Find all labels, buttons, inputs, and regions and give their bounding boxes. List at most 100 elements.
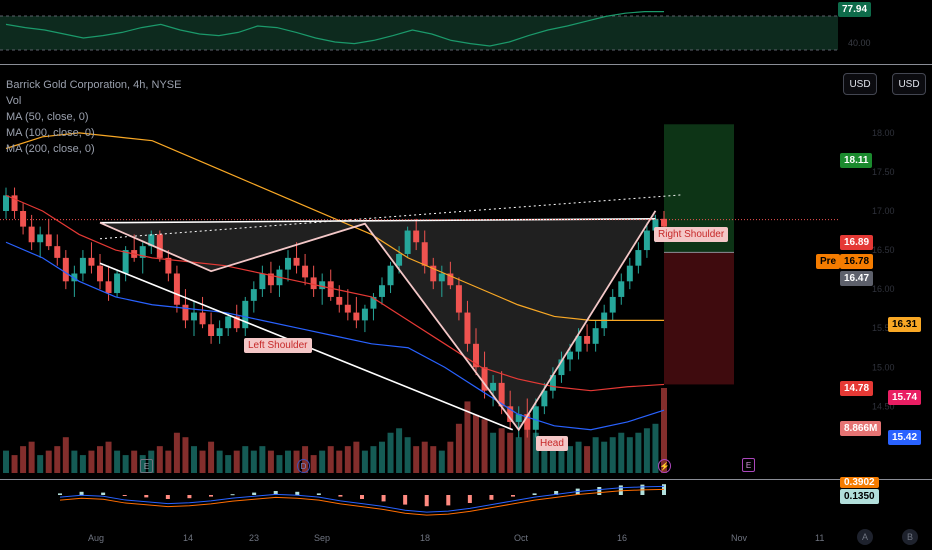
macd-hist-bar	[360, 495, 364, 499]
volume-bar	[267, 450, 274, 473]
volume-bar	[319, 450, 326, 473]
ma100-price-tag: 15.74	[888, 390, 922, 405]
x-tick-aug: Aug	[88, 533, 105, 543]
volume-bar	[225, 455, 232, 473]
volume-bar	[370, 446, 377, 473]
candle-body	[20, 211, 27, 227]
price-axis-tick: 14.50	[872, 401, 895, 411]
macd-top-tag: 0.3902	[840, 477, 879, 488]
volume-bars	[3, 388, 667, 473]
volume-bar	[327, 446, 334, 473]
left-shoulder-label[interactable]: Left Shoulder	[244, 338, 312, 353]
x-tick-nov: Nov	[731, 533, 748, 543]
head-label[interactable]: Head	[536, 436, 568, 451]
volume-bar	[148, 450, 155, 473]
volume-bar	[259, 446, 266, 473]
volume-bar	[156, 446, 163, 473]
price-axis-tick: 16.00	[872, 284, 895, 294]
right-shoulder-label[interactable]: Right Shoulder	[654, 227, 729, 242]
volume-bar	[79, 455, 86, 473]
volume-bar	[387, 432, 394, 473]
volume-bar	[88, 450, 95, 473]
volume-bar	[361, 450, 368, 473]
candle-body	[336, 296, 343, 305]
volume-bar	[11, 455, 18, 473]
candle-body	[635, 250, 642, 266]
candle-body	[327, 281, 334, 297]
candle-body	[148, 234, 155, 247]
log-scale-button[interactable]: B	[902, 529, 918, 545]
candle-body	[413, 230, 420, 243]
currency-button-2[interactable]: USD	[892, 73, 926, 95]
price-axis-tick: 17.50	[872, 167, 895, 177]
ma200-line	[5, 132, 664, 321]
ma100-legend[interactable]: MA (100, close, 0)	[6, 127, 95, 139]
volume-bar	[20, 446, 27, 473]
volume-bar	[567, 446, 573, 473]
x-tick-sep: Sep	[314, 533, 331, 543]
candle-body	[225, 316, 232, 329]
split-event-icon[interactable]: ⚡	[658, 459, 671, 473]
volume-bar	[344, 446, 351, 473]
pane-divider-bottom	[0, 479, 932, 480]
candle-body	[122, 250, 129, 274]
candle-body	[156, 234, 163, 258]
candle-body	[165, 257, 172, 274]
candle-body	[344, 304, 351, 313]
macd-hist-bar	[122, 495, 127, 496]
macd-hist-bar	[252, 492, 257, 495]
earnings-event-icon[interactable]: E	[140, 459, 153, 473]
volume-bar	[515, 437, 522, 473]
volume-bar	[139, 455, 146, 473]
volume-bar	[216, 450, 223, 473]
macd-hist-bar	[338, 495, 343, 497]
volume-bar	[54, 446, 61, 473]
volume-bar	[661, 388, 667, 473]
macd-hist-bar	[187, 495, 192, 499]
x-tick-14: 14	[183, 533, 194, 543]
candle-body	[438, 273, 445, 282]
candle-body	[515, 414, 522, 422]
volume-bar	[242, 446, 249, 473]
pattern-outline[interactable]	[99, 210, 657, 432]
vol-legend[interactable]: Vol	[6, 95, 22, 107]
currency-button-1[interactable]: USD	[843, 73, 877, 95]
entry-price-tag: 16.47	[840, 271, 874, 286]
macd-hist-bar	[230, 494, 235, 496]
macd-hist-bar	[273, 491, 278, 495]
candle-body	[643, 230, 650, 251]
volume-bar	[45, 450, 52, 473]
x-tick-16: 16	[617, 533, 628, 543]
volume-bar	[652, 423, 659, 473]
volume-bar	[182, 437, 189, 473]
dividend-event-icon[interactable]: D	[297, 459, 310, 473]
candle-body	[584, 336, 591, 344]
volume-bar	[396, 428, 403, 473]
volume-bar	[208, 441, 215, 473]
candle-body	[379, 285, 385, 297]
macd-hist-bar	[79, 491, 84, 495]
candle-body	[293, 257, 300, 266]
ma50-legend[interactable]: MA (50, close, 0)	[6, 111, 89, 123]
candle-body	[267, 273, 274, 286]
volume-bar	[28, 441, 35, 473]
x-tick-oct: Oct	[514, 533, 529, 543]
volume-bar	[464, 401, 471, 473]
price-axis-tick: 16.50	[872, 245, 895, 255]
ma50-price-tag: 15.42	[888, 430, 922, 445]
auto-scale-button[interactable]: A	[857, 529, 873, 545]
upcoming-earnings-icon[interactable]: E	[742, 458, 755, 472]
neckline-extension[interactable]	[99, 194, 683, 240]
candle-body	[88, 257, 95, 266]
ma200-legend[interactable]: MA (200, close, 0)	[6, 143, 95, 155]
candle-body	[250, 289, 257, 301]
symbol-title[interactable]: Barrick Gold Corporation, 4h, NYSE	[6, 79, 182, 91]
volume-bar	[293, 450, 300, 473]
macd-hist-bar	[101, 492, 106, 495]
neckline[interactable]	[99, 218, 656, 224]
candle-body	[302, 265, 309, 278]
volume-bar	[532, 432, 539, 473]
macd-hist-bar	[58, 493, 62, 495]
candle-body	[310, 277, 317, 290]
volume-bar	[404, 437, 411, 473]
